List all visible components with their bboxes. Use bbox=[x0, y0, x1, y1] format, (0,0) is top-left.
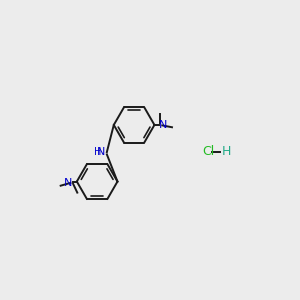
Text: N: N bbox=[159, 120, 168, 130]
Text: N: N bbox=[64, 178, 72, 188]
Text: H: H bbox=[222, 145, 231, 158]
Text: H: H bbox=[94, 147, 101, 157]
Text: Cl: Cl bbox=[202, 145, 214, 158]
Text: N: N bbox=[97, 147, 105, 157]
